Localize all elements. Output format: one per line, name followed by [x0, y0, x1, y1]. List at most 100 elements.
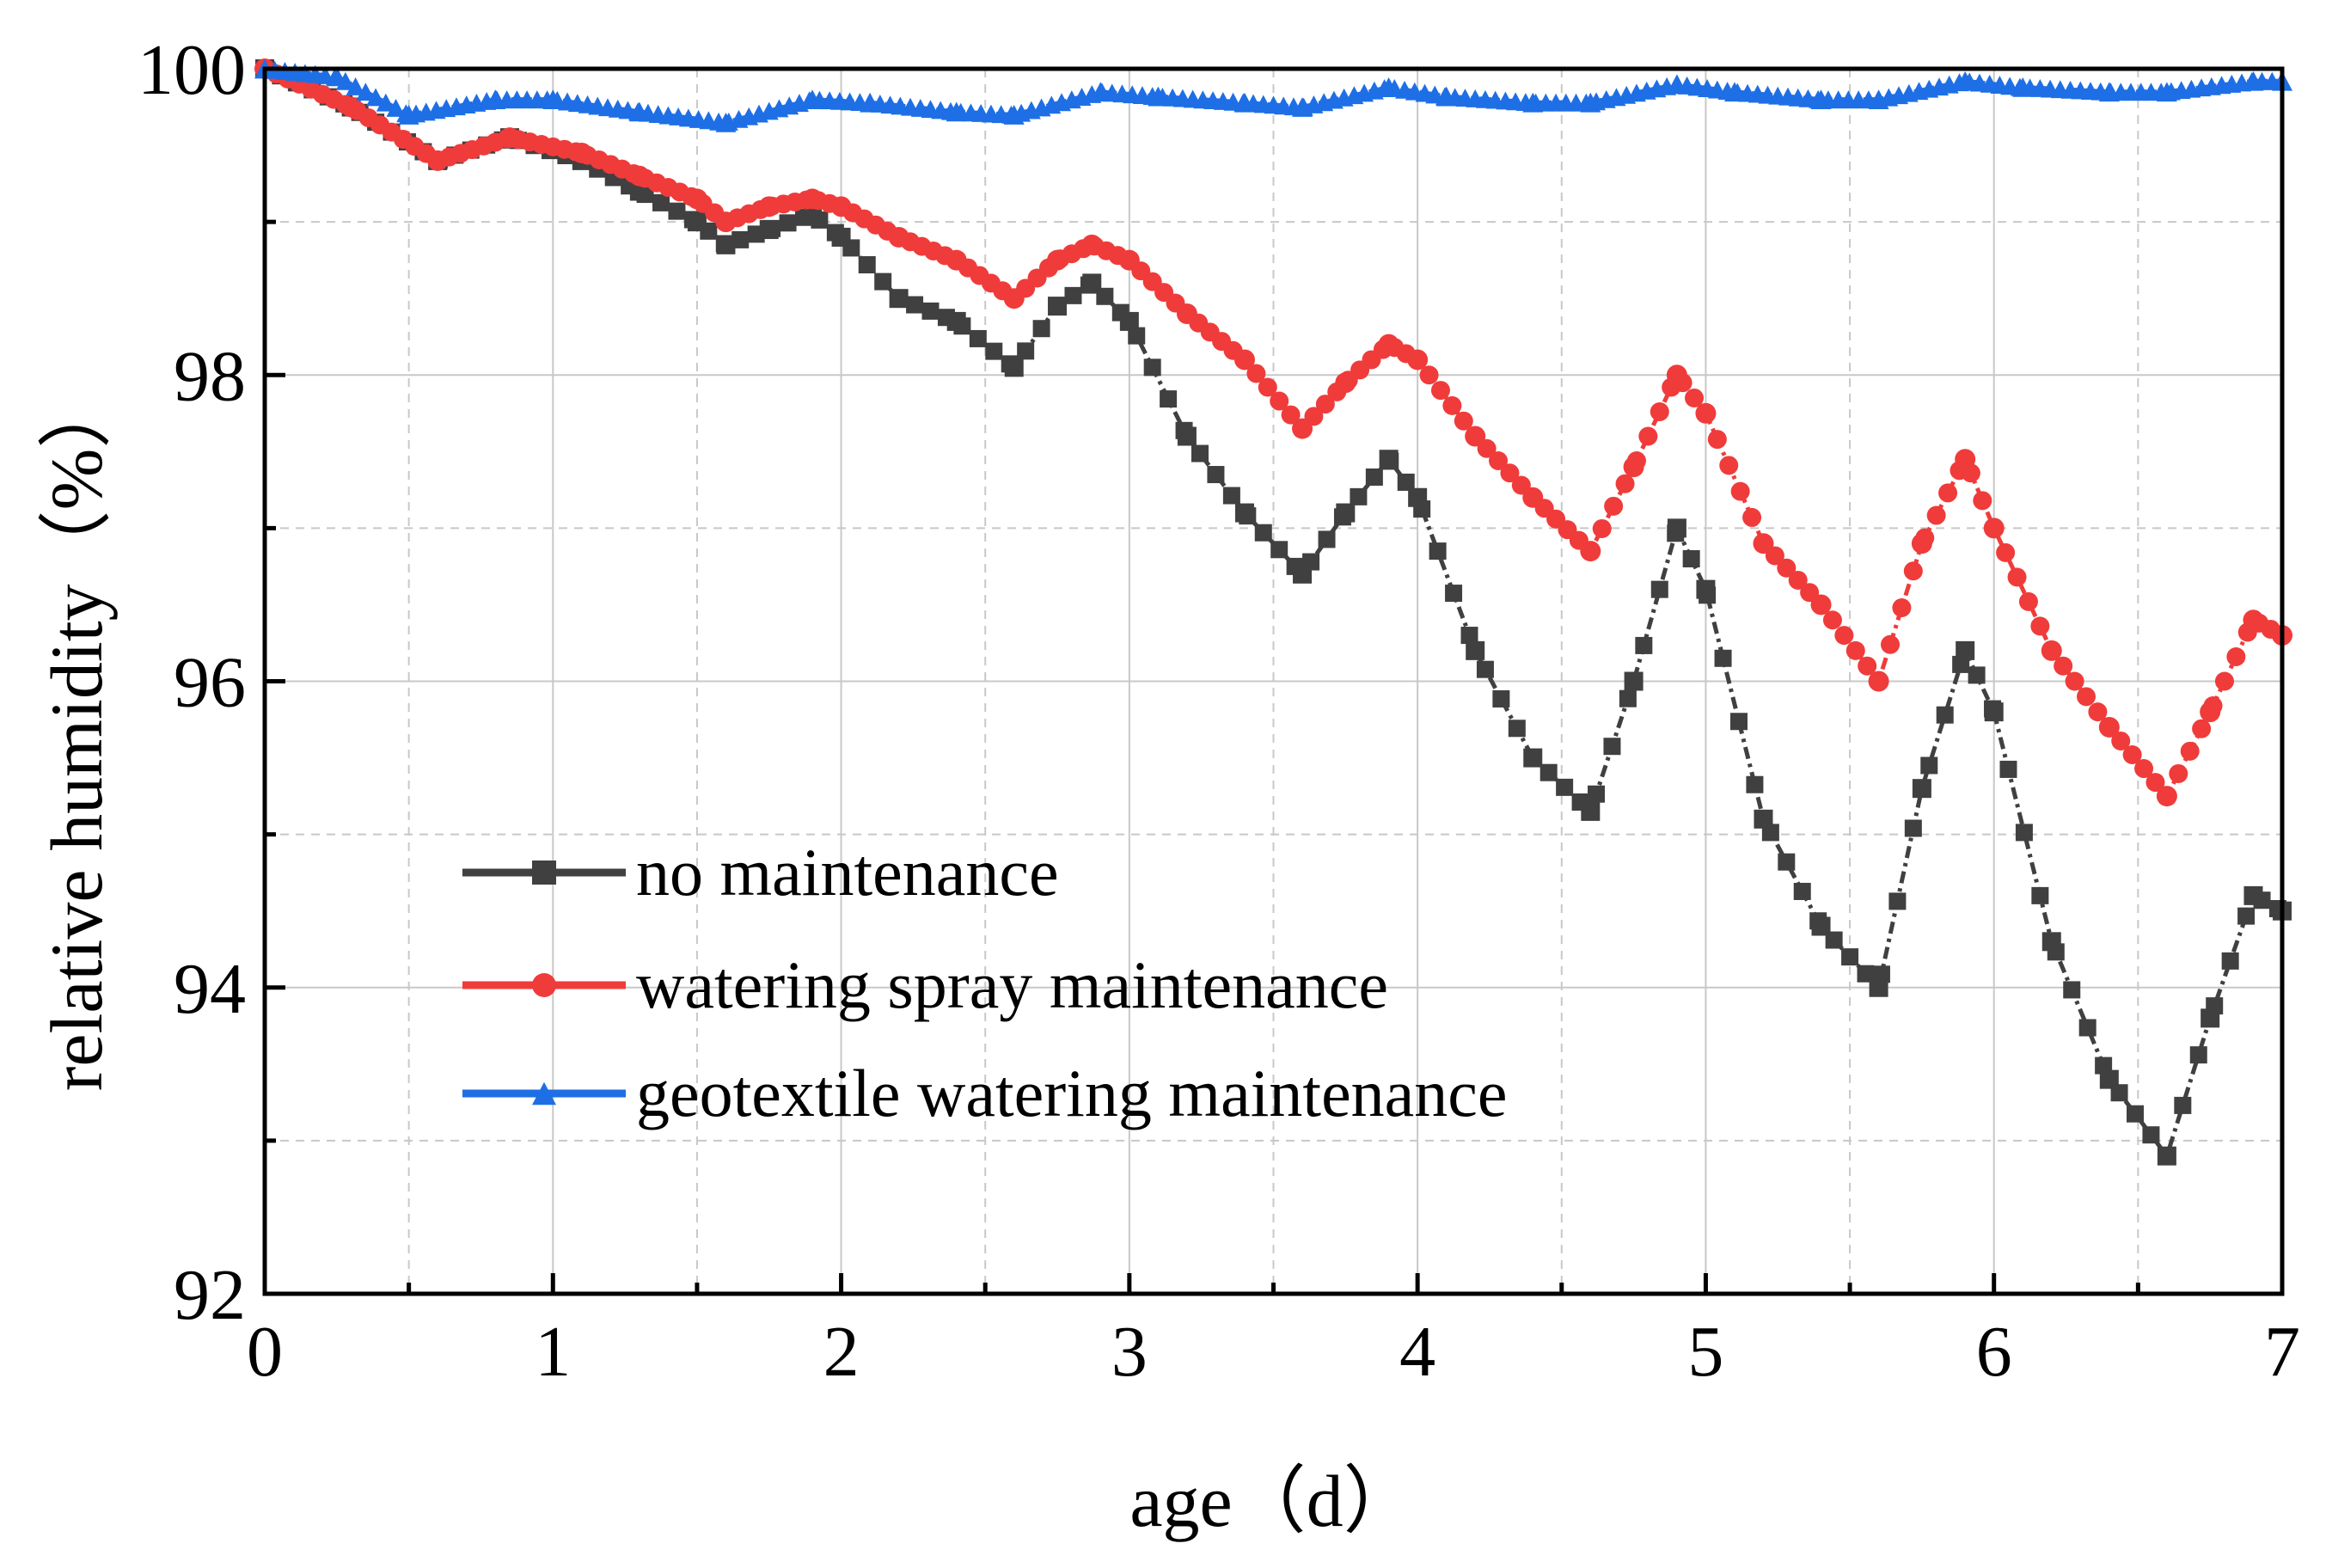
series-marker	[1615, 474, 1635, 493]
series-marker	[1270, 541, 1288, 559]
series-marker	[2110, 1084, 2128, 1102]
series-marker	[1635, 636, 1653, 654]
series-marker	[1413, 500, 1431, 518]
series-marker	[1489, 451, 1509, 470]
series-marker	[1938, 483, 1958, 503]
series-marker	[1143, 358, 1161, 377]
series-marker	[1673, 373, 1692, 393]
legend-marker	[532, 861, 556, 885]
series-marker	[2047, 943, 2065, 961]
series-marker	[2031, 886, 2049, 904]
series-marker	[1302, 553, 1320, 571]
series-marker	[1719, 456, 1739, 475]
series-marker	[794, 208, 812, 226]
series-marker	[1825, 931, 1843, 949]
series-marker	[1984, 700, 2002, 718]
series-marker	[1017, 342, 1035, 360]
series-marker	[1460, 627, 1478, 645]
series-marker	[1281, 405, 1301, 425]
series-marker	[1788, 570, 1808, 590]
tick-labels: 0 1 2 3 4 5 6 7 92 94 96 98 100	[138, 30, 2300, 1392]
series-marker	[1904, 819, 1922, 837]
series-marker	[1315, 395, 1335, 414]
series-marker	[2206, 997, 2224, 1015]
x-tick-label: 7	[2264, 1312, 2300, 1392]
series-marker	[1834, 626, 1854, 646]
series-marker	[890, 290, 908, 308]
series-triangle	[254, 58, 2292, 132]
series-marker	[2142, 1126, 2160, 1144]
series-marker	[2099, 717, 2119, 737]
series-marker	[1049, 297, 1067, 315]
series-marker	[1888, 892, 1907, 910]
series-marker	[2134, 759, 2154, 779]
series-marker	[2157, 787, 2176, 806]
series-marker	[747, 225, 765, 243]
series-marker	[2253, 891, 2271, 910]
series-marker	[1626, 451, 1646, 470]
series-marker	[2007, 567, 2027, 587]
series-marker	[1466, 426, 1485, 446]
y-axis-title: relative humidity（%）	[35, 375, 118, 1092]
x-tick-label: 0	[247, 1312, 283, 1392]
series-marker	[668, 202, 686, 220]
series-marker	[1984, 518, 2004, 538]
x-tick-label: 2	[823, 1312, 860, 1392]
series-marker	[1696, 403, 1716, 423]
series-marker	[1996, 542, 2016, 562]
series-marker	[1234, 350, 1254, 370]
legend-item: no maintenance	[462, 835, 1059, 910]
series-marker	[1754, 534, 1773, 554]
series-marker	[2237, 907, 2256, 925]
series-marker	[366, 88, 386, 107]
series-marker	[779, 214, 797, 232]
series-marker	[1327, 382, 1347, 401]
series-marker	[346, 77, 365, 95]
series-marker	[921, 302, 940, 320]
y-tick-label: 92	[174, 1255, 246, 1335]
series-marker	[1730, 481, 1750, 501]
series-marker	[1222, 487, 1240, 505]
data-point	[1912, 779, 1931, 799]
series-marker	[1454, 411, 1473, 431]
series-marker	[2018, 591, 2038, 611]
series-marker	[1408, 350, 1428, 370]
series-marker	[2127, 1105, 2145, 1123]
series-marker	[1365, 469, 1383, 486]
series-marker	[1304, 407, 1324, 426]
series-marker	[1936, 706, 1954, 724]
series-marker	[1477, 438, 1497, 458]
series-marker	[1869, 671, 1888, 691]
series-marker	[1080, 276, 1098, 294]
series-marker	[2041, 640, 2061, 660]
series-marker	[937, 309, 955, 327]
series-marker	[1619, 689, 1637, 707]
series-marker	[1508, 720, 1526, 738]
series-marker	[1857, 965, 1875, 983]
y-tick-label: 94	[174, 949, 246, 1029]
series-marker	[1539, 763, 1558, 781]
series-marker	[376, 93, 395, 112]
series-marker	[2063, 981, 2081, 999]
x-tick-label: 6	[1976, 1312, 2012, 1392]
y-tick-label: 96	[174, 643, 246, 723]
series-marker	[652, 193, 670, 211]
series-marker	[1714, 649, 1732, 667]
series-marker	[683, 211, 701, 229]
series-marker	[1430, 381, 1450, 401]
data-point	[1754, 809, 1773, 829]
series-marker	[1765, 546, 1784, 566]
series-marker	[763, 219, 781, 237]
series-marker	[2078, 1019, 2096, 1037]
series-marker	[2111, 731, 2131, 750]
series-marker	[1445, 585, 1463, 603]
series-marker	[1650, 402, 1669, 421]
legend-item: watering spray maintenance	[462, 947, 1388, 1022]
series-marker	[1500, 463, 1520, 483]
series-marker	[2180, 741, 2200, 761]
series-marker	[1638, 426, 1658, 446]
series-marker	[1160, 390, 1178, 408]
series-marker	[1191, 444, 1209, 462]
series-marker	[1699, 586, 1717, 604]
